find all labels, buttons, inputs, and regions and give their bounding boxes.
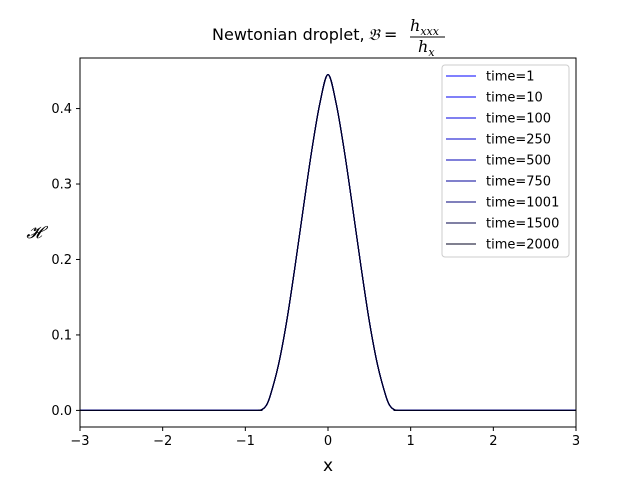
legend-item: time=500 xyxy=(446,154,551,169)
legend-item: time=2000 xyxy=(446,238,559,253)
title-prefix: Newtonian droplet, xyxy=(212,25,365,44)
legend-box xyxy=(441,64,570,258)
x-axis-ticks: −3 −2 −1 0 1 2 3 xyxy=(70,427,580,449)
legend-label: time=2000 xyxy=(486,238,559,253)
legend-item: time=1 xyxy=(446,70,535,85)
legend-label: time=10 xyxy=(486,91,543,106)
legend-item: time=1001 xyxy=(446,196,559,211)
legend-label: time=500 xyxy=(486,154,551,169)
x-tick-label: −2 xyxy=(153,434,172,449)
y-tick-label: 0.2 xyxy=(51,253,72,268)
x-tick-label: 2 xyxy=(489,434,497,449)
legend-label: time=250 xyxy=(486,133,551,148)
y-axis-label: 𝓗 xyxy=(26,223,48,243)
legend-items: time=1 time=10 time=100 time=250 time=500 tim… xyxy=(446,70,559,253)
chart-title: Newtonian droplet, 𝔅 = hxxx hx xyxy=(212,16,445,59)
plot-frame xyxy=(79,57,577,428)
legend-item: time=10 xyxy=(446,91,543,106)
x-tick-label: 3 xyxy=(572,434,580,449)
legend-item: time=100 xyxy=(446,112,551,127)
series-group xyxy=(80,74,576,412)
title-equals: = xyxy=(384,25,397,44)
legend-item: time=1500 xyxy=(446,217,559,232)
title-denominator: hx xyxy=(418,37,435,59)
title-numerator: hxxx xyxy=(410,16,440,38)
y-tick-label: 0.0 xyxy=(51,404,72,419)
legend-label: time=1500 xyxy=(486,217,559,232)
x-tick-label: −1 xyxy=(236,434,255,449)
legend-label: time=750 xyxy=(486,175,551,190)
x-tick-label: −3 xyxy=(70,434,89,449)
legend: time=1 time=10 time=100 time=250 time=500 tim… xyxy=(441,64,570,258)
legend-item: time=750 xyxy=(446,175,551,190)
legend-label: time=100 xyxy=(486,112,551,127)
y-tick-label: 0.1 xyxy=(51,328,72,343)
x-tick-label: 1 xyxy=(407,434,415,449)
legend-label: time=1 xyxy=(486,70,535,85)
legend-item: time=250 xyxy=(446,133,551,148)
x-tick-label: 0 xyxy=(324,434,332,449)
series-line-time-2000 xyxy=(80,74,576,412)
x-axis-label: x xyxy=(323,456,333,476)
legend-label: time=1001 xyxy=(486,196,559,211)
y-axis-ticks: 0.0 0.1 0.2 0.3 0.4 xyxy=(51,102,80,419)
title-symbol: 𝔅 xyxy=(368,25,381,44)
y-tick-label: 0.4 xyxy=(51,102,72,117)
y-tick-label: 0.3 xyxy=(51,178,72,193)
